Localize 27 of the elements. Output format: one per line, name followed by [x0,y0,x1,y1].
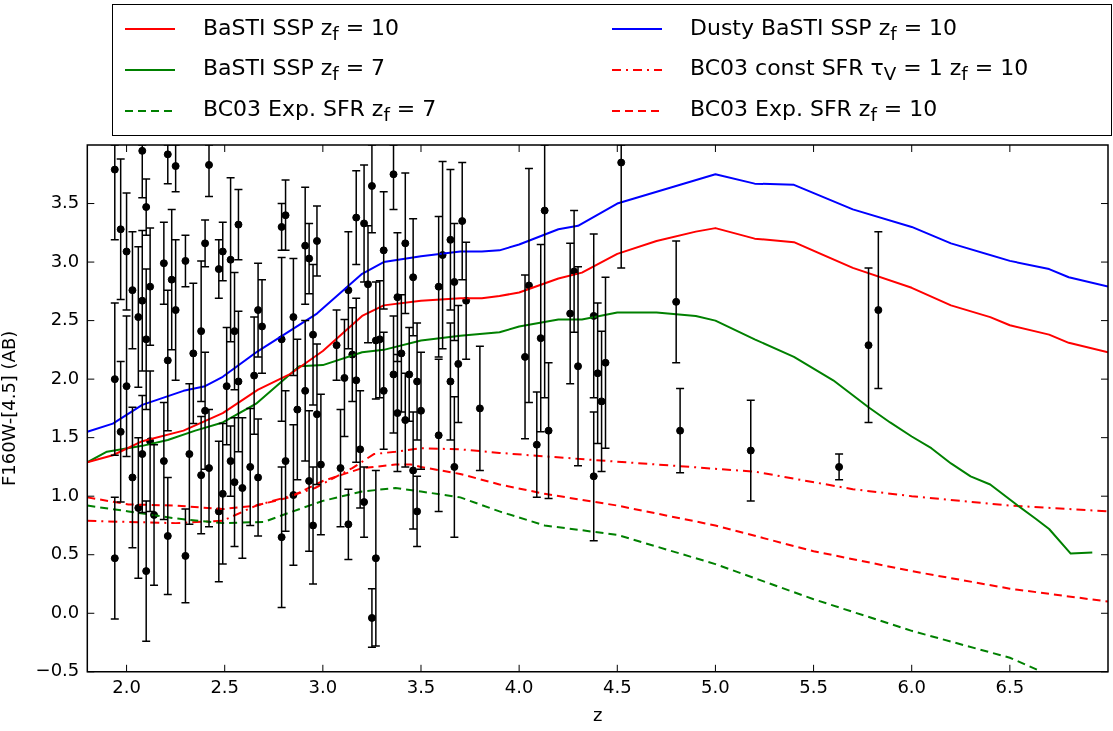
legend-label: BaSTI SSP z$_{f}$ = 7 [203,55,386,85]
y-tick-label: 3.5 [50,191,80,213]
x-tick-label: 3.0 [308,676,338,698]
y-tick-label: −0.5 [35,659,80,681]
x-tick-label: 2.5 [210,676,240,698]
y-tick-label: 1.0 [50,483,80,505]
x-tick-label: 4.0 [504,676,534,698]
x-tick-label: 2.0 [112,676,141,698]
legend-label: BaSTI SSP z$_{f}$ = 10 [203,14,400,45]
legend-label: BC03 Exp. SFR z$_{f}$ = 7 [203,95,437,126]
x-tick-label: 6.0 [897,676,927,698]
y-tick-label: 2.5 [50,308,80,330]
x-tick-label: 4.5 [602,676,632,698]
y-tick-label: 3.0 [50,249,80,271]
x-tick-label: 6.5 [995,676,1025,698]
y-tick-label: 2.0 [50,366,80,388]
x-tick-label: 3.5 [406,676,436,698]
legend-label: Dusty BaSTI SSP z$_{f}$ = 10 [690,14,958,45]
y-axis-title: F160W-[4.5] (AB) [0,330,20,487]
y-tick-label: 0.0 [50,600,80,622]
x-tick-label: 5.5 [799,676,828,698]
legend-label: BC03 Exp. SFR z$_{f}$ = 10 [690,95,938,126]
legend-label: BC03 const SFR τ$_{V}$ = 1 z$_{f}$ = 10 [690,55,1029,85]
x-tick-label: 5.0 [701,676,730,698]
y-tick-label: 1.5 [50,425,80,447]
y-tick-label: 0.5 [50,542,80,564]
x-axis-title: z [592,703,603,725]
